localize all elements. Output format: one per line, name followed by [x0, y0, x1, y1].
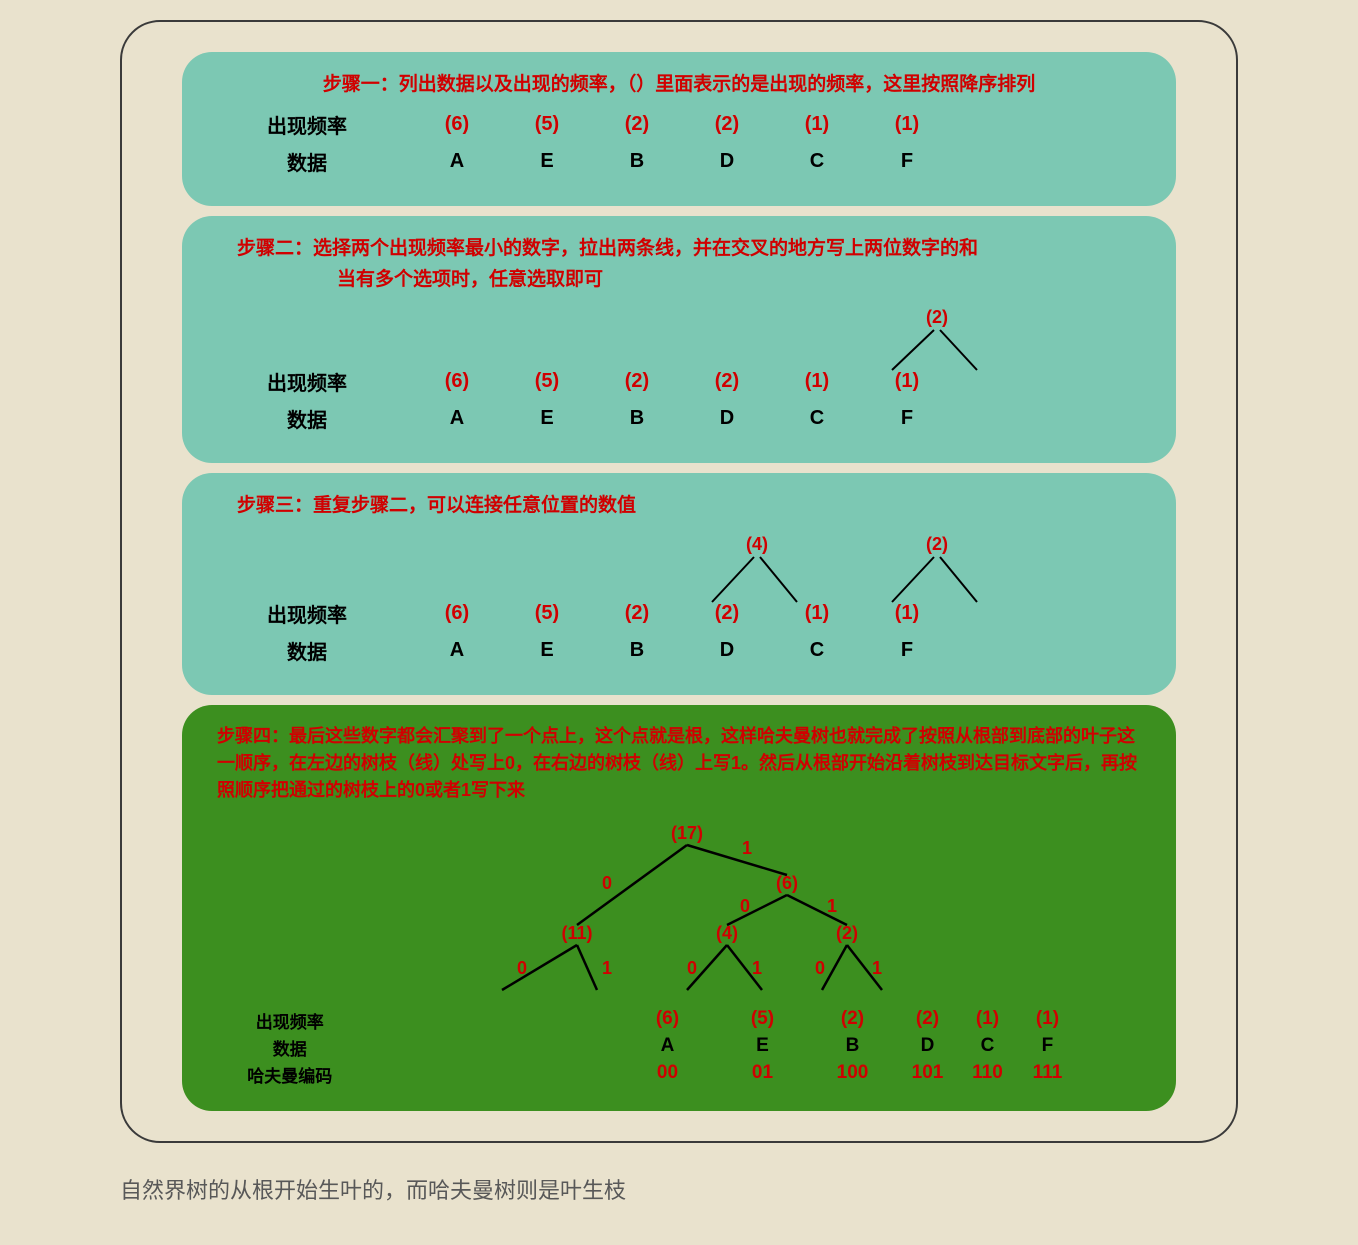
cell: C	[797, 150, 837, 173]
svg-text:0: 0	[517, 958, 527, 978]
cell: (5)	[737, 1008, 787, 1030]
cell: A	[437, 150, 477, 173]
svg-text:(4): (4)	[746, 534, 768, 554]
cell: F	[1022, 1035, 1072, 1057]
step3-title: 步骤三：重复步骤二，可以连接任意位置的数值	[207, 491, 1151, 521]
svg-text:(2): (2)	[836, 923, 858, 943]
svg-text:0: 0	[602, 873, 612, 893]
cell: B	[827, 1035, 877, 1057]
freq-label: 出现频率	[207, 110, 407, 139]
svg-text:1: 1	[602, 958, 612, 978]
svg-text:(4): (4)	[716, 923, 738, 943]
cell: (2)	[617, 113, 657, 136]
svg-text:0: 0	[815, 958, 825, 978]
caption-text: 自然界树的从根开始生叶的，而哈夫曼树则是叶生枝	[120, 1173, 1238, 1205]
data-label: 数据	[207, 147, 407, 176]
cell: (5)	[527, 113, 567, 136]
cell: E	[737, 1035, 787, 1057]
cell: E	[527, 150, 567, 173]
cell: C	[962, 1035, 1012, 1057]
cell: 01	[737, 1062, 787, 1084]
step1-panel: 步骤一：列出数据以及出现的频率，（）里面表示的是出现的频率，这里按照降序排列 出…	[182, 52, 1176, 206]
cell: 111	[1022, 1062, 1072, 1084]
svg-text:1: 1	[742, 838, 752, 858]
cell: D	[707, 150, 747, 173]
cell: (2)	[707, 113, 747, 136]
cell: A	[437, 639, 477, 662]
cell: A	[642, 1035, 692, 1057]
cell: (2)	[827, 1008, 877, 1030]
step3-tree: (4) (2)	[207, 532, 1151, 607]
cell: E	[527, 639, 567, 662]
svg-text:(17): (17)	[671, 823, 703, 843]
cell: 101	[902, 1062, 952, 1084]
cell: F	[887, 639, 927, 662]
svg-text:1: 1	[827, 896, 837, 916]
cell: F	[887, 407, 927, 430]
cell: C	[797, 639, 837, 662]
cell: 00	[642, 1062, 692, 1084]
svg-text:(11): (11)	[561, 923, 592, 943]
step4-title: 步骤四：最后这些数字都会汇聚到了一个点上，这个点就是根，这样哈夫曼树也就完成了按…	[207, 723, 1151, 804]
svg-text:1: 1	[752, 958, 762, 978]
cell: (6)	[437, 113, 477, 136]
cell: B	[617, 407, 657, 430]
diagram-frame: 步骤一：列出数据以及出现的频率，（）里面表示的是出现的频率，这里按照降序排列 出…	[120, 20, 1238, 1143]
step1-title: 步骤一：列出数据以及出现的频率，（）里面表示的是出现的频率，这里按照降序排列	[207, 70, 1151, 100]
cell: C	[797, 407, 837, 430]
step3-panel: 步骤三：重复步骤二，可以连接任意位置的数值 (4) (2) 出现频率 (6)(5…	[182, 473, 1176, 694]
cell: B	[617, 150, 657, 173]
svg-text:(6): (6)	[776, 873, 798, 893]
cell: (6)	[642, 1008, 692, 1030]
svg-text:1: 1	[872, 958, 882, 978]
cell: (1)	[1022, 1008, 1072, 1030]
svg-text:0: 0	[687, 958, 697, 978]
step2-title: 步骤二：选择两个出现频率最小的数字，拉出两条线，并在交叉的地方写上两位数字的和 …	[207, 234, 1151, 295]
cell: D	[902, 1035, 952, 1057]
svg-text:(2): (2)	[926, 307, 948, 327]
cell: (1)	[887, 113, 927, 136]
cell: (1)	[797, 113, 837, 136]
svg-text:(2): (2)	[926, 534, 948, 554]
cell: A	[437, 407, 477, 430]
step4-panel: 步骤四：最后这些数字都会汇聚到了一个点上，这个点就是根，这样哈夫曼树也就完成了按…	[182, 705, 1176, 1111]
cell: D	[707, 407, 747, 430]
cell: (2)	[902, 1008, 952, 1030]
svg-text:0: 0	[740, 896, 750, 916]
step2-tree: (2)	[207, 305, 1151, 375]
cell: 110	[962, 1062, 1012, 1084]
cell: 100	[827, 1062, 877, 1084]
step4-tree: 0 1 0 1 0 1 0 1 0 1 (17) (6) (11) (4) (2)	[207, 814, 1151, 1014]
cell: B	[617, 639, 657, 662]
cell: (1)	[962, 1008, 1012, 1030]
cell: E	[527, 407, 567, 430]
cell: F	[887, 150, 927, 173]
step2-panel: 步骤二：选择两个出现频率最小的数字，拉出两条线，并在交叉的地方写上两位数字的和 …	[182, 216, 1176, 463]
cell: D	[707, 639, 747, 662]
